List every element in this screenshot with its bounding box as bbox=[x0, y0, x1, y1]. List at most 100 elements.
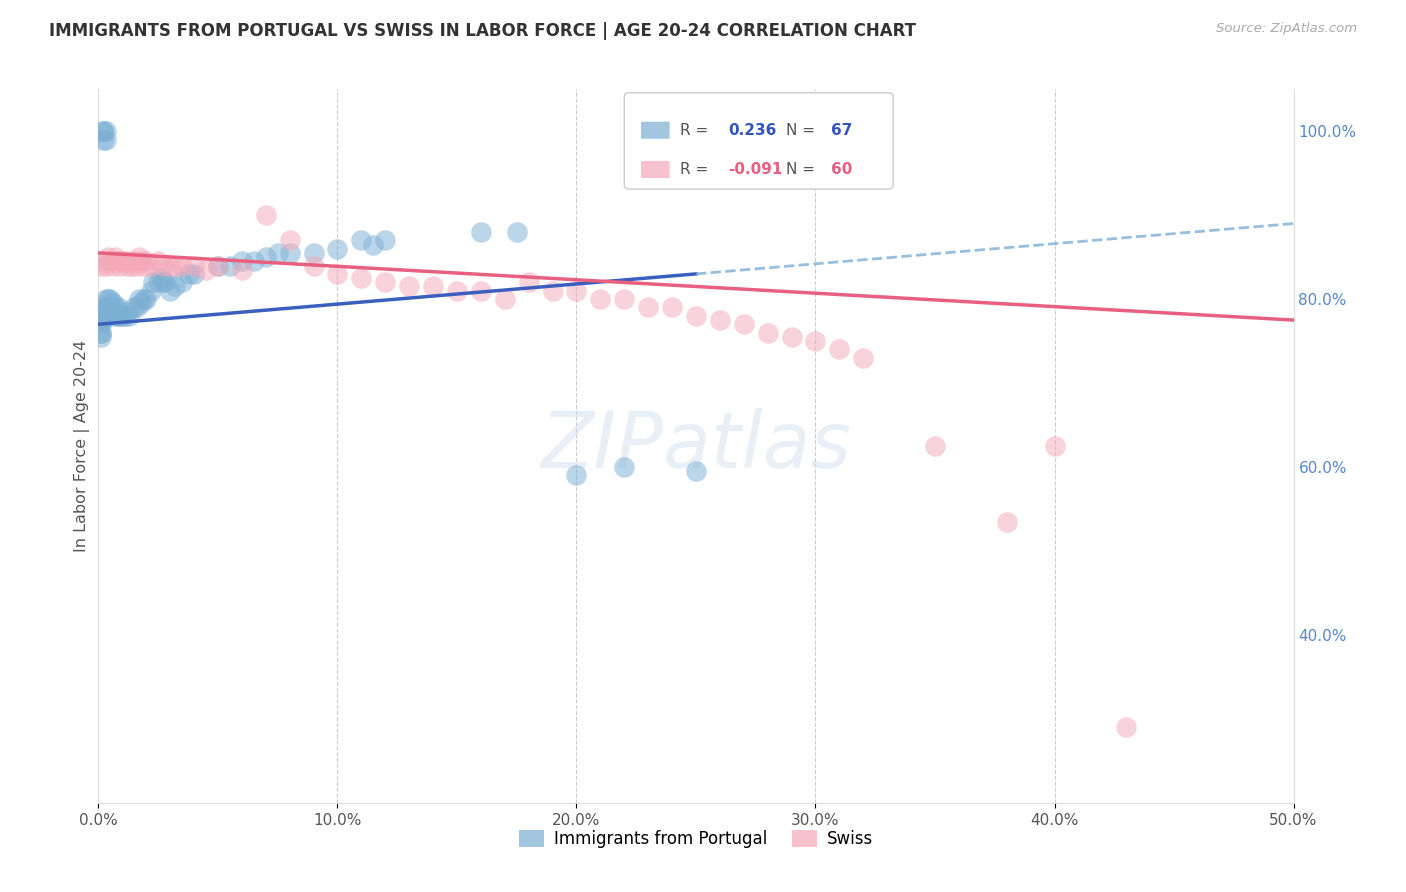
Point bbox=[780, 330, 803, 344]
Point bbox=[243, 254, 266, 268]
Point bbox=[94, 124, 117, 138]
Point bbox=[124, 301, 146, 315]
Point bbox=[121, 259, 143, 273]
Y-axis label: In Labor Force | Age 20-24: In Labor Force | Age 20-24 bbox=[75, 340, 90, 552]
Point bbox=[135, 254, 157, 268]
Point bbox=[995, 515, 1018, 529]
Point bbox=[183, 267, 205, 281]
Point bbox=[267, 246, 290, 260]
Point bbox=[128, 250, 150, 264]
Text: ZIPatlas: ZIPatlas bbox=[540, 408, 852, 484]
Point bbox=[363, 237, 385, 252]
Point bbox=[128, 292, 150, 306]
FancyBboxPatch shape bbox=[624, 93, 893, 189]
Point bbox=[91, 132, 114, 146]
Point bbox=[172, 259, 194, 273]
Point bbox=[470, 225, 492, 239]
Point bbox=[152, 259, 174, 273]
Text: N =: N = bbox=[786, 162, 820, 177]
Point bbox=[637, 301, 659, 315]
Point bbox=[90, 330, 112, 344]
Point bbox=[613, 460, 636, 475]
Point bbox=[131, 254, 153, 268]
Point bbox=[506, 225, 529, 239]
Point bbox=[94, 292, 117, 306]
Point bbox=[94, 301, 117, 315]
Point bbox=[179, 267, 201, 281]
Point bbox=[661, 301, 683, 315]
Point bbox=[90, 318, 112, 332]
Point bbox=[94, 259, 117, 273]
Point bbox=[97, 301, 120, 315]
Point bbox=[326, 242, 349, 256]
FancyBboxPatch shape bbox=[641, 121, 669, 139]
Point bbox=[114, 254, 136, 268]
Text: IMMIGRANTS FROM PORTUGAL VS SWISS IN LABOR FORCE | AGE 20-24 CORRELATION CHART: IMMIGRANTS FROM PORTUGAL VS SWISS IN LAB… bbox=[49, 22, 917, 40]
Point bbox=[183, 259, 205, 273]
Point bbox=[98, 292, 122, 306]
Point bbox=[90, 326, 112, 340]
Text: 60: 60 bbox=[831, 162, 852, 177]
Point bbox=[101, 304, 124, 318]
Point bbox=[97, 304, 120, 318]
Point bbox=[107, 254, 129, 268]
Point bbox=[139, 284, 162, 298]
Point bbox=[108, 309, 131, 323]
Point bbox=[132, 292, 155, 306]
Point bbox=[163, 259, 186, 273]
Point bbox=[131, 296, 153, 310]
Point bbox=[142, 275, 165, 289]
Point bbox=[302, 246, 325, 260]
Point bbox=[98, 301, 122, 315]
Point bbox=[115, 304, 138, 318]
Point bbox=[111, 254, 134, 268]
Point bbox=[118, 309, 141, 323]
Point bbox=[195, 262, 218, 277]
Point bbox=[152, 275, 174, 289]
Point bbox=[125, 301, 148, 315]
Point bbox=[125, 259, 148, 273]
Point bbox=[350, 271, 373, 285]
Point bbox=[91, 254, 114, 268]
Point bbox=[97, 250, 120, 264]
Point bbox=[254, 208, 277, 222]
Point bbox=[101, 296, 124, 310]
Point bbox=[219, 259, 242, 273]
Point bbox=[494, 292, 516, 306]
Point bbox=[733, 318, 755, 332]
Point bbox=[1115, 720, 1137, 734]
Point bbox=[159, 259, 181, 273]
Point bbox=[97, 309, 120, 323]
Point bbox=[446, 284, 468, 298]
Point bbox=[91, 301, 114, 315]
Point bbox=[94, 132, 117, 146]
Point bbox=[90, 259, 112, 273]
Point bbox=[172, 275, 194, 289]
Point bbox=[398, 279, 420, 293]
Point bbox=[104, 250, 127, 264]
Point bbox=[124, 254, 146, 268]
Point bbox=[852, 351, 875, 365]
Point bbox=[709, 313, 731, 327]
Point bbox=[326, 267, 349, 281]
Point bbox=[91, 124, 114, 138]
Point bbox=[302, 259, 325, 273]
Point bbox=[350, 233, 373, 247]
Point bbox=[470, 284, 492, 298]
Point bbox=[104, 309, 127, 323]
Point bbox=[115, 259, 138, 273]
Point bbox=[207, 259, 229, 273]
Point bbox=[91, 309, 114, 323]
Point bbox=[90, 326, 112, 340]
Point bbox=[132, 259, 155, 273]
Text: -0.091: -0.091 bbox=[728, 162, 783, 177]
Point bbox=[374, 233, 396, 247]
Text: 0.236: 0.236 bbox=[728, 123, 776, 137]
Point bbox=[804, 334, 827, 348]
Point bbox=[148, 254, 170, 268]
Point bbox=[114, 309, 136, 323]
Point bbox=[589, 292, 612, 306]
Point bbox=[613, 292, 636, 306]
Point bbox=[108, 259, 131, 273]
Point bbox=[924, 439, 946, 453]
